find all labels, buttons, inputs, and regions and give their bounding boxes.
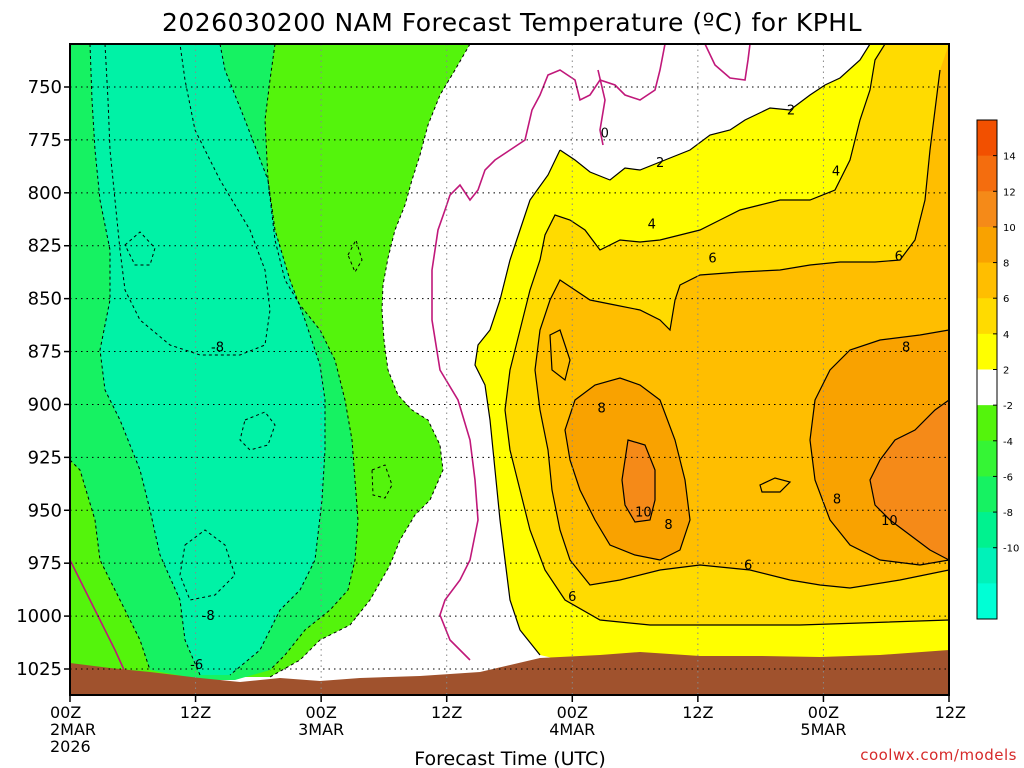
x-tick-label: 00Z	[50, 703, 81, 722]
contour-label: 2	[787, 103, 795, 118]
y-tick-label: 850	[28, 289, 62, 310]
colorbar-tick-label: 8	[1003, 259, 1009, 270]
colorbar-tick-label: 6	[1003, 294, 1009, 305]
y-tick-label: 1025	[16, 659, 62, 680]
x-tick-label: 12Z	[935, 703, 966, 722]
colorbar-swatch	[977, 440, 997, 477]
terrain-below-ground	[70, 650, 949, 695]
contour-label: 6	[744, 558, 752, 573]
colorbar-swatch	[977, 405, 997, 442]
y-tick-label: 825	[28, 236, 62, 257]
colorbar-swatch	[977, 191, 997, 228]
colorbar-tick-label: 14	[1003, 152, 1016, 163]
colorbar-tick-label: 12	[1003, 187, 1016, 198]
colorbar-tick-label: -4	[1003, 437, 1013, 448]
fill-band-minus8-minus10	[105, 44, 270, 355]
plot-frame	[69, 43, 950, 696]
freezing-line	[70, 44, 751, 673]
y-tick-label: 875	[28, 342, 62, 363]
colorbar: 14 12 10 8 6 4 2 -2 -4 -6 -8 -10	[976, 119, 1019, 620]
colorbar-tick-label: -10	[1003, 544, 1019, 555]
contour-label: -6	[190, 658, 203, 673]
y-tick-label: 800	[28, 183, 62, 204]
credit-text: coolwx.com/models	[860, 746, 1017, 764]
colorbar-swatch	[977, 226, 997, 264]
colorbar-swatch	[977, 333, 997, 370]
contour-label: 8	[902, 340, 910, 355]
contour-label: 6	[568, 590, 576, 605]
y-tick-label: 925	[28, 447, 62, 468]
x-tick-label: 00Z	[305, 703, 336, 722]
colorbar-tick-label: 10	[1003, 223, 1016, 234]
colorbar-swatch	[977, 547, 997, 584]
x-tick-label: 00Z	[557, 703, 588, 722]
contour-label: 8	[664, 518, 672, 533]
contour-label: 6	[708, 251, 716, 266]
contour-label: 8	[597, 402, 605, 417]
chart-title: 2026030200 NAM Forecast Temperature (ºC)…	[162, 8, 862, 37]
x-axis-title: Forecast Time (UTC)	[414, 748, 605, 768]
contour-label: -8	[211, 340, 224, 355]
x-tick-label: 12Z	[180, 703, 211, 722]
x-tick-label: 3MAR	[298, 720, 344, 739]
colorbar-tick-label: -2	[1003, 401, 1013, 412]
contour-lines-warm	[474, 44, 949, 656]
x-tick-label: 2026	[50, 737, 91, 756]
x-tick-label: 12Z	[431, 703, 462, 722]
contour-label: 2	[656, 156, 664, 171]
contour-label: 10	[881, 514, 898, 529]
y-tick-label: 1000	[16, 606, 62, 627]
colorbar-tick-label: 2	[1003, 366, 1009, 377]
y-tick-label: 775	[28, 130, 62, 151]
contour-label: 0	[601, 127, 609, 142]
contour-label: 8	[833, 493, 841, 508]
colorbar-swatch	[977, 512, 997, 549]
contour-label: 10	[635, 505, 652, 520]
colorbar-swatch	[977, 369, 997, 406]
contour-label: -8	[202, 609, 215, 624]
colorbar-swatch	[977, 155, 997, 192]
y-tick-label: 975	[28, 553, 62, 574]
colorbar-tick-label: -6	[1003, 472, 1013, 483]
x-tick-label: 4MAR	[549, 720, 595, 739]
colorbar-swatch	[977, 476, 997, 513]
colorbar-swatch	[977, 298, 997, 335]
x-tick-label: 12Z	[682, 703, 713, 722]
x-tick-label: 5MAR	[800, 720, 846, 739]
contour-label: 4	[832, 165, 840, 180]
fill-band-8-10	[565, 330, 949, 565]
colorbar-tick-label: -8	[1003, 508, 1013, 519]
x-tick-label: 00Z	[808, 703, 839, 722]
colorbar-swatch	[977, 262, 997, 299]
y-tick-label: 950	[28, 500, 62, 521]
fill-band-10-12	[622, 400, 949, 560]
contour-label: 4	[648, 218, 656, 233]
colorbar-swatch	[977, 120, 997, 157]
contour-lines-cold	[70, 44, 471, 678]
contour-label: 6	[895, 249, 903, 264]
y-tick-label: 900	[28, 394, 62, 415]
colorbar-tick-label: 4	[1003, 330, 1009, 341]
grid-lines	[70, 44, 949, 695]
x-tick-label: 2MAR	[50, 720, 96, 739]
contour-labels: 0 2 2 4 4 6 6 8 8 8 8 10 10 6 6 -8 -8 -6	[190, 103, 910, 672]
y-tick-label: 750	[28, 77, 62, 98]
plot-area: 0 2 2 4 4 6 6 8 8 8 8 10 10 6 6 -8 -8 -6	[70, 44, 949, 695]
y-axis: 750 775 800 825 850 875 900 925 950 975 1000 1025	[16, 77, 70, 680]
colorbar-swatch	[977, 583, 997, 620]
